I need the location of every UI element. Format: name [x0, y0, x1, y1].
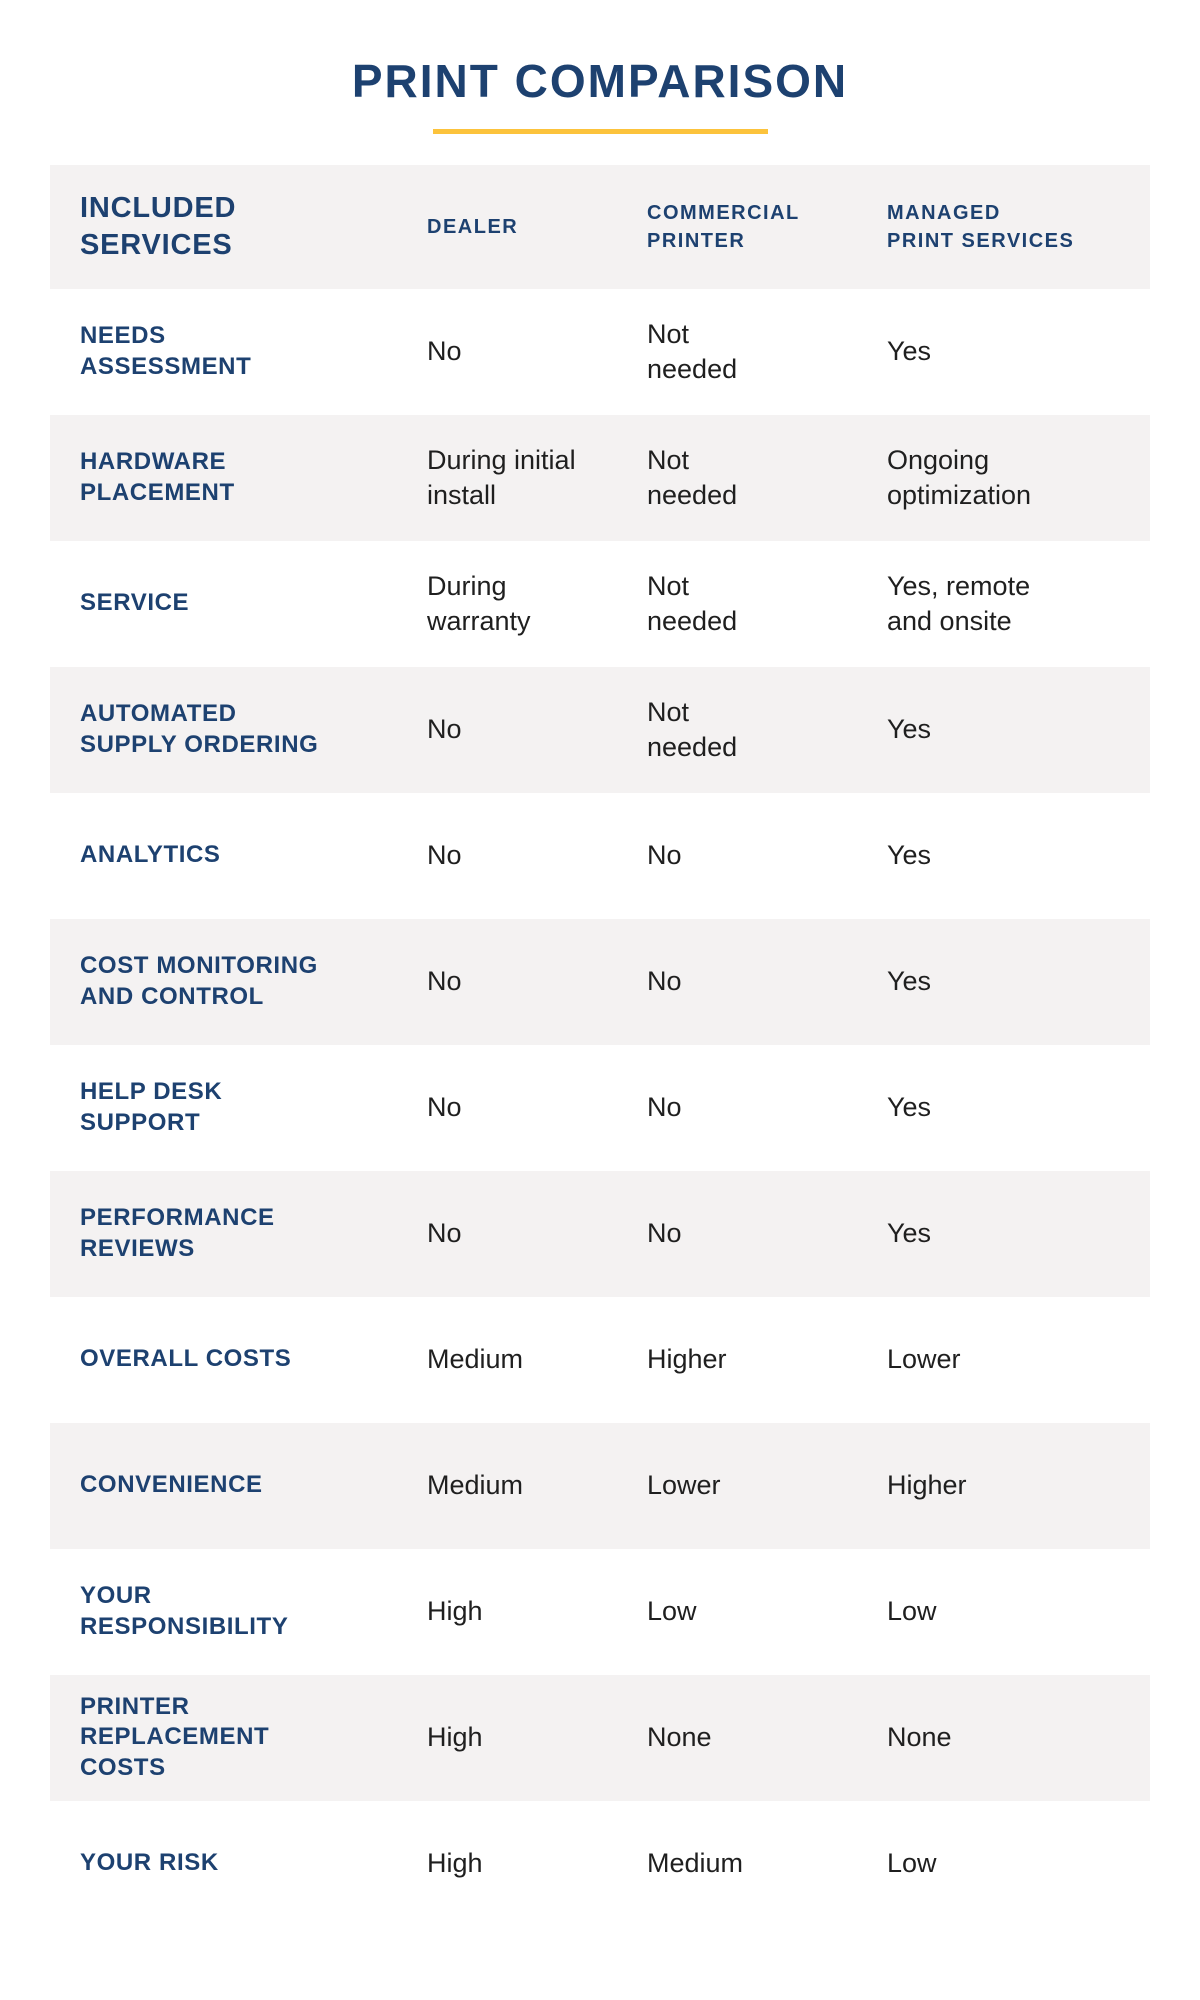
managed-print-services-value: Yes [887, 1218, 932, 1249]
commercial-printer-value: Medium [647, 1848, 744, 1879]
row-label: YOUR RISK [80, 1849, 219, 1877]
commercial-printer-value: Not needed [647, 570, 738, 636]
table-row-overall-costs: OVERALL COSTS Medium Higher Lower [50, 1296, 1150, 1423]
table-row-automated-supply-ordering: AUTOMATED SUPPLY ORDERING No Not needed … [50, 666, 1150, 793]
row-label: PRINTER REPLACEMENT COSTS [80, 1692, 270, 1781]
managed-print-services-value: Ongoing optimization [887, 444, 1032, 510]
managed-print-services-value: Yes [887, 966, 932, 997]
table-row-convenience: CONVENIENCE Medium Lower Higher [50, 1422, 1150, 1549]
commercial-printer-value: No [647, 1218, 682, 1249]
row-label: HELP DESK SUPPORT [80, 1077, 223, 1136]
dealer-value: No [427, 336, 462, 367]
header-managed-print-services: MANAGED PRINT SERVICES [887, 201, 1075, 252]
dealer-value: High [427, 1722, 483, 1753]
dealer-value: No [427, 1218, 462, 1249]
managed-print-services-value: Higher [887, 1470, 967, 1501]
row-label: OVERALL COSTS [80, 1345, 292, 1373]
commercial-printer-value: Not needed [647, 696, 738, 762]
managed-print-services-value: None [887, 1722, 952, 1753]
dealer-value: No [427, 966, 462, 997]
row-label: COST MONITORING AND CONTROL [80, 951, 318, 1010]
table-row-performance-reviews: PERFORMANCE REVIEWS No No Yes [50, 1170, 1150, 1297]
dealer-value: No [427, 840, 462, 871]
row-label: NEEDS ASSESSMENT [80, 321, 252, 380]
table-row-needs-assessment: NEEDS ASSESSMENT No Not needed Yes [50, 288, 1150, 415]
managed-print-services-value: Yes [887, 714, 932, 745]
commercial-printer-value: No [647, 840, 682, 871]
row-label: PERFORMANCE REVIEWS [80, 1203, 275, 1262]
table-row-analytics: ANALYTICS No No Yes [50, 792, 1150, 919]
table-row-hardware-placement: HARDWARE PLACEMENT During initial instal… [50, 414, 1150, 541]
dealer-value: No [427, 714, 462, 745]
row-label: AUTOMATED SUPPLY ORDERING [80, 699, 319, 758]
commercial-printer-value: None [647, 1722, 712, 1753]
header-included-services: INCLUDED SERVICES [80, 192, 237, 261]
header-commercial-printer: COMMERCIAL PRINTER [647, 201, 800, 252]
header-dealer: DEALER [427, 215, 519, 238]
managed-print-services-value: Low [887, 1596, 937, 1627]
table-row-cost-monitoring-and-control: COST MONITORING AND CONTROL No No Yes [50, 918, 1150, 1045]
managed-print-services-value: Yes [887, 336, 932, 367]
commercial-printer-value: Low [647, 1596, 697, 1627]
commercial-printer-value: Not needed [647, 318, 738, 384]
row-label: HARDWARE PLACEMENT [80, 447, 235, 506]
table-row-your-risk: YOUR RISK High Medium Low [50, 1800, 1150, 1927]
table-row-printer-replacement-costs: PRINTER REPLACEMENT COSTS High None None [50, 1674, 1150, 1801]
commercial-printer-value: Higher [647, 1344, 727, 1375]
dealer-value: During warranty [427, 570, 531, 636]
managed-print-services-value: Yes [887, 840, 932, 871]
commercial-printer-value: No [647, 1092, 682, 1123]
dealer-value: During initial install [427, 444, 576, 510]
commercial-printer-value: No [647, 966, 682, 997]
row-label: SERVICE [80, 589, 190, 617]
managed-print-services-value: Yes [887, 1092, 932, 1123]
managed-print-services-value: Low [887, 1848, 937, 1879]
commercial-printer-value: Not needed [647, 444, 738, 510]
comparison-table: INCLUDED SERVICES DEALER COMMERCIAL PRIN… [50, 164, 1150, 1927]
page-title: PRINT COMPARISON [351, 55, 849, 107]
dealer-value: High [427, 1848, 483, 1879]
row-label: ANALYTICS [80, 841, 221, 869]
table-row-help-desk-support: HELP DESK SUPPORT No No Yes [50, 1044, 1150, 1171]
managed-print-services-value: Lower [887, 1344, 961, 1375]
dealer-value: High [427, 1596, 483, 1627]
commercial-printer-value: Lower [647, 1470, 721, 1501]
managed-print-services-value: Yes, remote and onsite [887, 570, 1031, 636]
table-row-your-responsibility: YOUR RESPONSIBILITY High Low Low [50, 1548, 1150, 1675]
dealer-value: No [427, 1092, 462, 1123]
row-label: CONVENIENCE [80, 1471, 263, 1499]
dealer-value: Medium [427, 1470, 524, 1501]
table-header-row: INCLUDED SERVICES DEALER COMMERCIAL PRIN… [50, 164, 1150, 289]
dealer-value: Medium [427, 1344, 524, 1375]
title-underline-accent [432, 128, 768, 134]
print-comparison-page: PRINT COMPARISON INCLUDED SERVICES DEALE… [50, 55, 1150, 1927]
row-label: YOUR RESPONSIBILITY [80, 1581, 289, 1640]
table-row-service: SERVICE During warranty Not needed Yes, … [50, 540, 1150, 667]
